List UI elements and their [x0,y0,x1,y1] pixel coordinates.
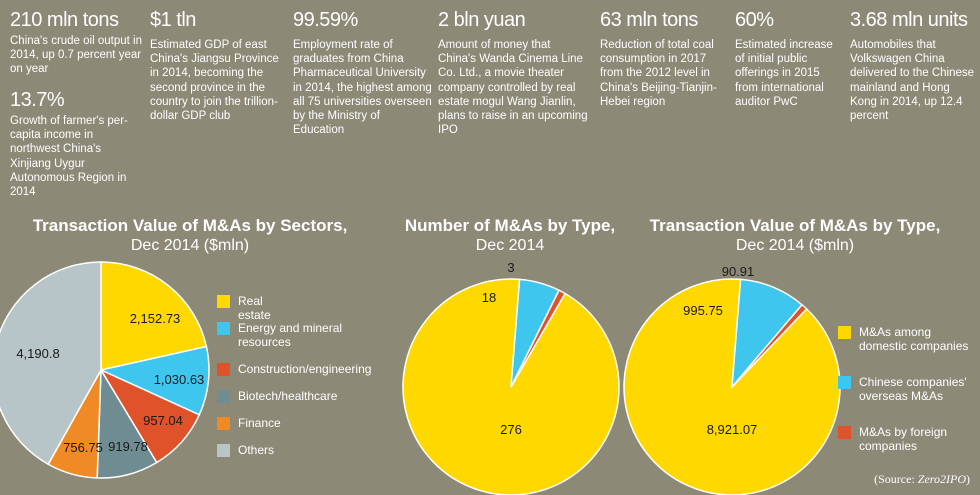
stat-desc: Estimated increase of initial public off… [735,39,833,108]
stat-value: 210 mln tons [10,9,119,31]
legend-item: Chinese companies' overseas M&As [838,375,978,403]
pie-data-label: 4,190.8 [16,346,59,361]
chart-title-sectors: Transaction Value of M&As by Sectors, De… [10,216,370,256]
pie-data-label: 1,030.63 [154,372,205,387]
source-prefix: (Source: [874,472,918,486]
stat-farmer-income: 13.7% Growth of farmer's per-capita inco… [10,88,145,199]
chart-title-value-by-type: Transaction Value of M&As by Type, Dec 2… [630,216,960,256]
legend-label: Finance [238,416,281,430]
stat-value: 60% [735,9,774,31]
stat-value: 99.59% [293,9,358,31]
legend-swatch [838,326,851,339]
stat-value: 3.68 mln units [850,9,968,31]
pie-sectors: 2,152.73 1,030.63 957.04 919.78 756.75 4,190.… [0,261,210,479]
legend-swatch [217,363,230,376]
source-name: Zero2IPO [917,472,966,486]
legend-item: M&As by foreign companies [838,425,978,453]
stat-desc: Employment rate of graduates from China … [293,39,432,137]
stat-desc: Reduction of total coal consumption in 2… [600,39,717,108]
stat-value: $1 tln [150,9,196,31]
legend-label: Chinese companies' overseas M&As [859,375,967,403]
pie-data-label: 8,921.07 [707,422,758,437]
chart-title: Transaction Value of M&As by Sectors, [32,216,348,235]
stat-ipo-increase: 60% Estimated increase of initial public… [735,8,845,109]
source-suffix: ) [966,472,970,486]
legend-swatch [217,417,230,430]
legend-swatch [217,444,230,457]
stat-desc: Growth of farmer's per-capita income in … [10,115,128,199]
pie-number-by-type: 276 18 3 [402,260,620,495]
chart-subtitle: Dec 2014 ($mln) [130,237,250,254]
chart-title: Number of M&As by Type, [404,216,616,235]
legend-label: Construction/engineering [238,362,372,376]
pie-slice [0,261,102,466]
stat-jiangsu-gdp: $1 tln Estimated GDP of east China's Jia… [150,8,285,123]
pie-value-by-type: 8,921.07 995.75 90.91 [623,264,841,495]
stat-volkswagen: 3.68 mln units Automobiles that Volkswag… [850,8,975,123]
pie-slice [510,289,567,388]
legend-label: Real estate [238,294,271,322]
stat-wanda-ipo: 2 bln yuan Amount of money that China's … [438,8,588,137]
chart-title: Transaction Value of M&As by Type, [649,216,941,235]
legend-label: Biotech/healthcare [238,389,338,403]
stat-employment-rate: 99.59% Employment rate of graduates from… [293,8,433,137]
pie-slice [100,261,208,371]
stat-value: 13.7% [10,89,65,111]
legend-label: M&As by foreign companies [859,425,948,453]
legend-swatch [217,390,230,403]
legend-swatch [838,376,851,389]
pie-data-label: 18 [482,290,496,305]
legend-item: Energy and mineral resources [217,321,377,349]
legend-swatch [217,322,230,335]
chart-title-number-by-type: Number of M&As by Type, Dec 2014 [385,216,635,256]
stat-desc: Automobiles that Volkswagen China delive… [850,39,975,123]
legend-item: Biotech/healthcare [217,389,337,403]
stat-crude-oil: 210 mln tons China's crude oil output in… [10,8,145,77]
pie-data-label: 2,152.73 [130,311,181,326]
pie-data-label: 957.04 [143,413,183,428]
stat-value: 63 mln tons [600,9,698,31]
legend-label: Energy and mineral resources [238,321,343,349]
legend-label: M&As among domestic companies [859,325,969,353]
source-note: (Source: Zero2IPO) [874,472,970,487]
legend-label: Others [238,443,275,457]
stat-desc: Estimated GDP of east China's Jiangsu Pr… [150,39,279,123]
legend-swatch [838,426,851,439]
pie-data-label: 756.75 [63,440,103,455]
pie-data-label: 3 [507,260,514,275]
legend-item: Real estate [217,294,271,322]
legend-item: M&As among domestic companies [838,325,978,353]
stat-desc: Amount of money that China's Wanda Cinem… [438,39,588,137]
stat-desc: China's crude oil output in 2014, up 0.7… [10,35,142,76]
legend-item: Others [217,443,274,457]
chart-subtitle: Dec 2014 [475,237,545,254]
pie-data-label: 995.75 [683,303,723,318]
legend-item: Finance [217,416,281,430]
stat-coal-reduction: 63 mln tons Reduction of total coal cons… [600,8,730,109]
stat-value: 2 bln yuan [438,9,526,31]
chart-subtitle: Dec 2014 ($mln) [735,237,855,254]
pie-slice [98,345,210,416]
pie-data-label: 919.78 [108,439,148,454]
legend-item: Construction/engineering [217,362,371,376]
pie-slice [731,303,808,388]
pie-data-label: 276 [500,422,522,437]
pie-data-label: 90.91 [722,264,755,279]
legend-swatch [217,295,230,308]
